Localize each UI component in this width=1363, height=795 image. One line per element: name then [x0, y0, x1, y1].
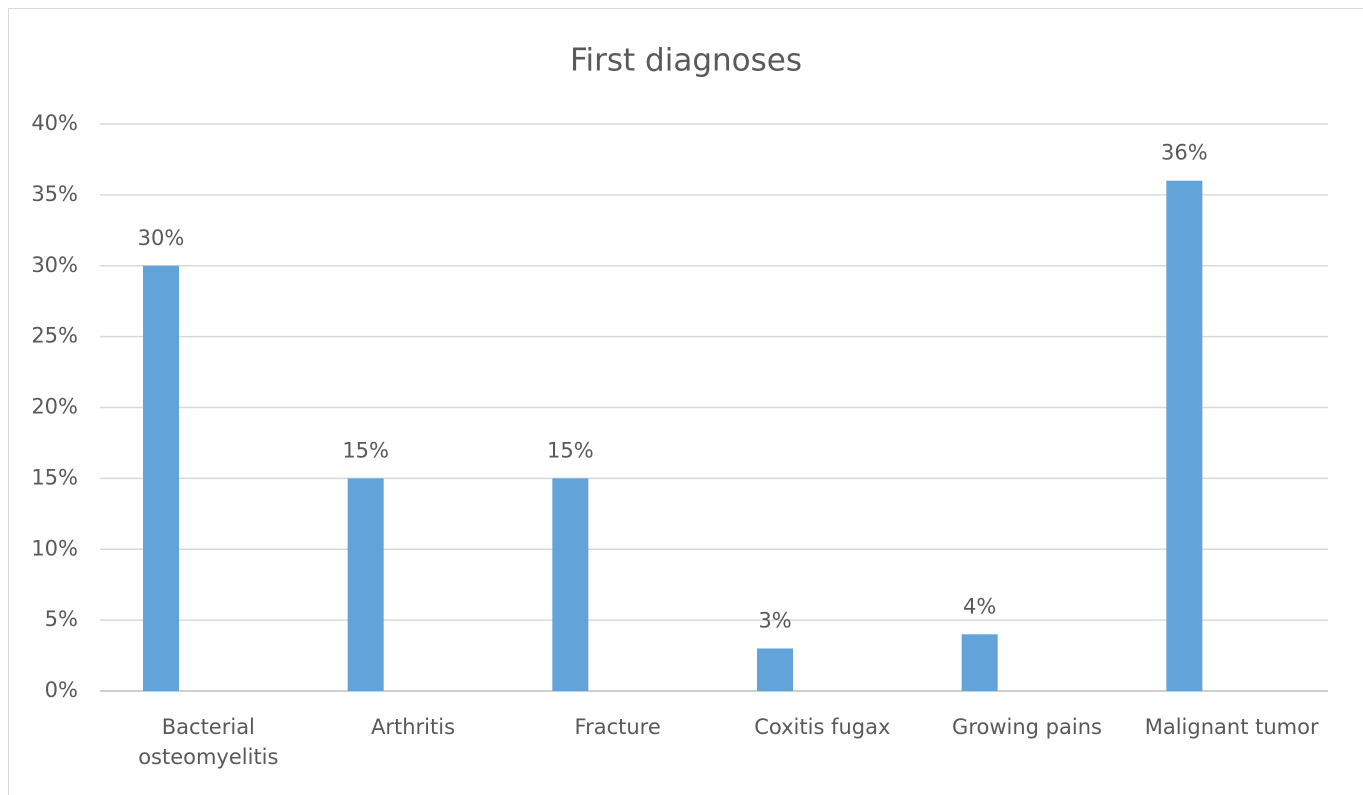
chart-title: First diagnoses [570, 43, 802, 79]
bar [347, 478, 384, 691]
data-label: 15% [547, 438, 594, 462]
x-tick-label: Malignant tumor [1144, 715, 1319, 739]
x-tick-label: Growing pains [952, 715, 1102, 739]
bar [757, 648, 793, 691]
bar [143, 265, 179, 691]
x-tick-label: Bacterial osteomyelitis [138, 715, 279, 769]
data-label: 4% [963, 594, 996, 618]
data-label: 30% [138, 226, 185, 250]
y-tick-label: 30% [31, 253, 78, 277]
bar [961, 634, 998, 691]
data-label: 15% [342, 438, 389, 462]
x-tick-label: Arthritis [370, 715, 456, 739]
y-tick-label: 35% [31, 182, 78, 206]
chart-frame [8, 8, 1363, 795]
bar [552, 478, 589, 691]
data-label: 3% [758, 608, 791, 632]
data-label: 36% [1161, 141, 1208, 165]
bar [1166, 180, 1203, 691]
y-tick-label: 10% [31, 536, 78, 560]
x-tick-label: Fracture [574, 715, 661, 739]
y-tick-label: 5% [45, 607, 78, 631]
y-tick-label: 15% [31, 465, 78, 489]
y-tick-label: 25% [31, 324, 78, 348]
x-tick-label: Coxitis fugax [754, 715, 891, 739]
y-tick-label: 20% [31, 395, 78, 419]
y-tick-label: 0% [45, 678, 78, 702]
y-tick-label: 40% [31, 111, 78, 135]
